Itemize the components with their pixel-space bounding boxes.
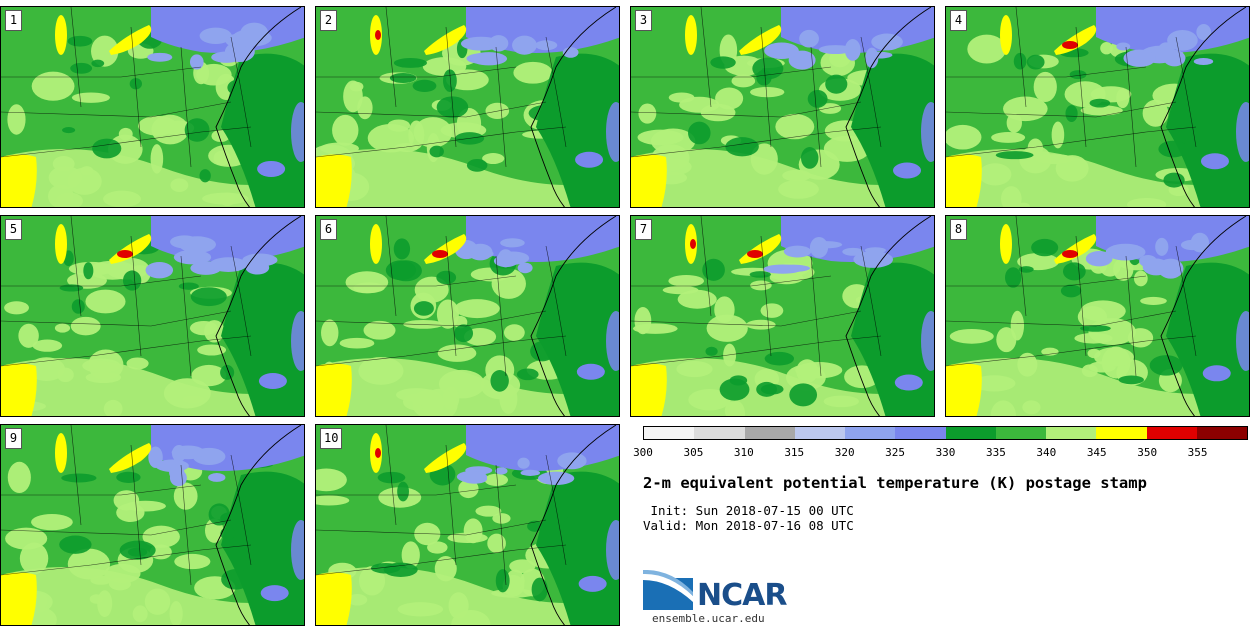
ncar-logo-text: NCAR — [697, 578, 787, 613]
color-scale-segment-2 — [694, 427, 745, 439]
map-panel-graphic — [631, 7, 934, 207]
map-panel-graphic — [1, 425, 304, 625]
map-panel-2: 2 — [315, 6, 620, 208]
panel-number-label: 9 — [5, 428, 22, 449]
color-scale-segment-3 — [744, 427, 795, 439]
forecast-times: Init: Sun 2018-07-15 00 UTC Valid: Mon 20… — [643, 503, 854, 533]
color-scale-tick-label: 335 — [985, 446, 1006, 459]
map-panel-graphic — [316, 216, 619, 416]
color-scale-segment-5 — [845, 427, 896, 439]
plot-title: 2-m equivalent potential temperature (K)… — [643, 474, 1147, 492]
init-time: Init: Sun 2018-07-15 00 UTC — [643, 503, 854, 518]
color-scale-segment-12 — [1196, 427, 1247, 439]
color-scale-tick-label: 325 — [885, 446, 906, 459]
color-scale-segment-11 — [1146, 427, 1197, 439]
map-panel-graphic — [1, 7, 304, 207]
color-scale-tick-label: 315 — [784, 446, 805, 459]
color-scale-segment-6 — [895, 427, 946, 439]
panel-number-label: 2 — [320, 10, 337, 31]
color-scale-bar — [643, 426, 1248, 440]
panel-number-label: 6 — [320, 219, 337, 240]
map-panel-3: 3 — [630, 6, 935, 208]
color-scale-tick-label: 340 — [1036, 446, 1057, 459]
color-scale-tick-label: 355 — [1187, 446, 1208, 459]
map-panel-9: 9 — [0, 424, 305, 626]
panel-number-label: 1 — [5, 10, 22, 31]
valid-time: Valid: Mon 2018-07-16 08 UTC — [643, 518, 854, 533]
map-panel-10: 10 — [315, 424, 620, 626]
map-panel-8: 8 — [945, 215, 1250, 417]
map-panel-4: 4 — [945, 6, 1250, 208]
panel-number-label: 8 — [950, 219, 967, 240]
color-scale-tick-label: 330 — [935, 446, 956, 459]
color-scale-tick-label: 345 — [1086, 446, 1107, 459]
color-scale-tick-label: 305 — [683, 446, 704, 459]
map-panel-7: 7 — [630, 215, 935, 417]
map-panel-graphic — [316, 425, 619, 625]
color-scale-segment-7 — [945, 427, 996, 439]
color-scale-segment-8 — [995, 427, 1046, 439]
panel-number-label: 7 — [635, 219, 652, 240]
map-panel-graphic — [1, 216, 304, 416]
map-panel-graphic — [946, 216, 1249, 416]
color-scale-tick-label: 350 — [1137, 446, 1158, 459]
panel-number-label: 5 — [5, 219, 22, 240]
map-panel-graphic — [631, 216, 934, 416]
panel-number-label: 3 — [635, 10, 652, 31]
color-scale-segment-9 — [1046, 427, 1097, 439]
color-scale-tick-label: 320 — [834, 446, 855, 459]
color-scale-segment-10 — [1096, 427, 1147, 439]
map-panel-6: 6 — [315, 215, 620, 417]
map-panel-graphic — [946, 7, 1249, 207]
map-panel-5: 5 — [0, 215, 305, 417]
color-scale-tick-label: 300 — [633, 446, 653, 459]
color-scale-segment-4 — [794, 427, 845, 439]
ncar-swoosh-icon — [643, 570, 693, 610]
color-scale-tick-label: 310 — [733, 446, 754, 459]
panel-number-label: 4 — [950, 10, 967, 31]
map-panel-graphic — [316, 7, 619, 207]
ensemble-url: ensemble.ucar.edu — [652, 612, 765, 625]
color-scale-segment-1 — [644, 427, 695, 439]
map-panel-1: 1 — [0, 6, 305, 208]
ncar-logo: NCAR — [643, 570, 803, 622]
panel-number-label: 10 — [320, 428, 343, 449]
